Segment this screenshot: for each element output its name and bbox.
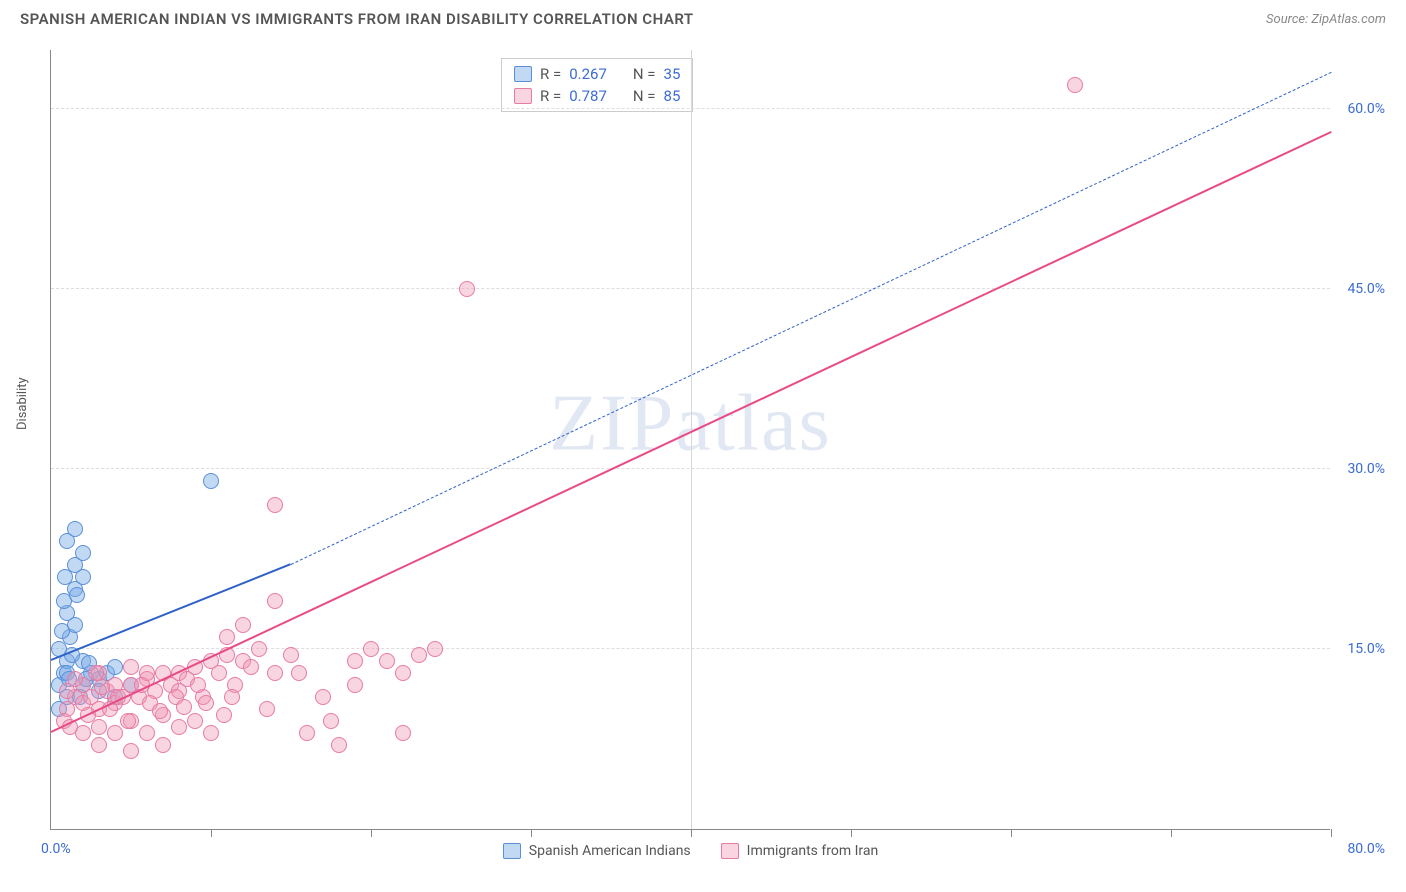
- data-point: [187, 713, 203, 729]
- legend-swatch: [514, 88, 532, 104]
- data-point: [1067, 77, 1083, 93]
- y-tick-label: 30.0%: [1347, 461, 1385, 477]
- n-value: 85: [664, 87, 681, 105]
- data-point: [243, 659, 259, 675]
- data-point: [283, 647, 299, 663]
- data-point: [120, 713, 136, 729]
- data-point: [299, 725, 315, 741]
- y-tick-label: 60.0%: [1347, 101, 1385, 117]
- data-point: [176, 699, 192, 715]
- x-tick: [1011, 829, 1012, 837]
- n-label: N =: [633, 65, 656, 83]
- data-point: [203, 473, 219, 489]
- data-point: [190, 677, 206, 693]
- r-value: 0.267: [569, 65, 607, 83]
- data-point: [379, 653, 395, 669]
- r-label: R =: [540, 87, 561, 105]
- x-tick: [1171, 829, 1172, 837]
- scatter-chart: ZIPatlas R =0.267N =35R =0.787N =85 Span…: [50, 50, 1330, 830]
- x-tick: [531, 829, 532, 837]
- source-label: Source: ZipAtlas.com: [1266, 12, 1386, 27]
- x-tick: [691, 829, 692, 837]
- x-axis-min-label: 0.0%: [41, 841, 71, 857]
- x-tick: [371, 829, 372, 837]
- data-point: [139, 725, 155, 741]
- data-point: [459, 281, 475, 297]
- data-point: [291, 665, 307, 681]
- y-tick-label: 45.0%: [1347, 281, 1385, 297]
- data-point: [363, 641, 379, 657]
- data-point: [54, 623, 70, 639]
- data-point: [211, 665, 227, 681]
- x-tick: [1331, 829, 1332, 837]
- data-point: [323, 713, 339, 729]
- data-point: [259, 701, 275, 717]
- n-value: 35: [664, 65, 681, 83]
- y-axis-title: Disability: [15, 377, 30, 430]
- data-point: [67, 521, 83, 537]
- legend-swatch: [514, 66, 532, 82]
- data-point: [67, 671, 83, 687]
- data-point: [219, 629, 235, 645]
- legend-item: Immigrants from Iran: [721, 843, 879, 859]
- data-point: [94, 679, 110, 695]
- gridline-vertical: [691, 50, 692, 829]
- x-tick: [211, 829, 212, 837]
- data-point: [235, 617, 251, 633]
- data-point: [331, 737, 347, 753]
- data-point: [57, 569, 73, 585]
- data-point: [251, 641, 267, 657]
- data-point: [75, 545, 91, 561]
- legend-swatch: [721, 843, 739, 859]
- data-point: [267, 593, 283, 609]
- stats-row: R = 0.267 N = 35: [514, 63, 680, 85]
- data-point: [267, 665, 283, 681]
- data-point: [123, 659, 139, 675]
- legend-item: Spanish American Indians: [503, 843, 691, 859]
- data-point: [152, 703, 168, 719]
- data-point: [347, 653, 363, 669]
- data-point: [411, 647, 427, 663]
- r-label: R =: [540, 65, 561, 83]
- data-point: [69, 587, 85, 603]
- data-point: [395, 725, 411, 741]
- data-point: [107, 725, 123, 741]
- data-point: [155, 737, 171, 753]
- y-tick-label: 15.0%: [1347, 641, 1385, 657]
- data-point: [107, 659, 123, 675]
- legend-label: Spanish American Indians: [529, 843, 691, 859]
- data-point: [203, 725, 219, 741]
- x-tick: [851, 829, 852, 837]
- chart-title: SPANISH AMERICAN INDIAN VS IMMIGRANTS FR…: [20, 10, 694, 28]
- data-point: [315, 689, 331, 705]
- stats-row: R = 0.787 N = 85: [514, 85, 680, 107]
- data-point: [198, 695, 214, 711]
- data-point: [267, 497, 283, 513]
- trend-line-dashed: [291, 72, 1331, 565]
- x-axis-max-label: 80.0%: [1347, 841, 1385, 857]
- legend-label: Immigrants from Iran: [747, 843, 879, 859]
- data-point: [216, 707, 232, 723]
- data-point: [224, 689, 240, 705]
- stats-legend-box: R = 0.267 N = 35 R = 0.787 N = 85: [501, 58, 693, 112]
- data-point: [171, 719, 187, 735]
- legend-swatch: [503, 843, 521, 859]
- data-point: [427, 641, 443, 657]
- data-point: [91, 719, 107, 735]
- r-value: 0.787: [569, 87, 607, 105]
- data-point: [123, 743, 139, 759]
- data-point: [395, 665, 411, 681]
- series-legend: Spanish American Indians Immigrants from …: [51, 843, 1330, 859]
- data-point: [91, 737, 107, 753]
- data-point: [347, 677, 363, 693]
- n-label: N =: [633, 87, 656, 105]
